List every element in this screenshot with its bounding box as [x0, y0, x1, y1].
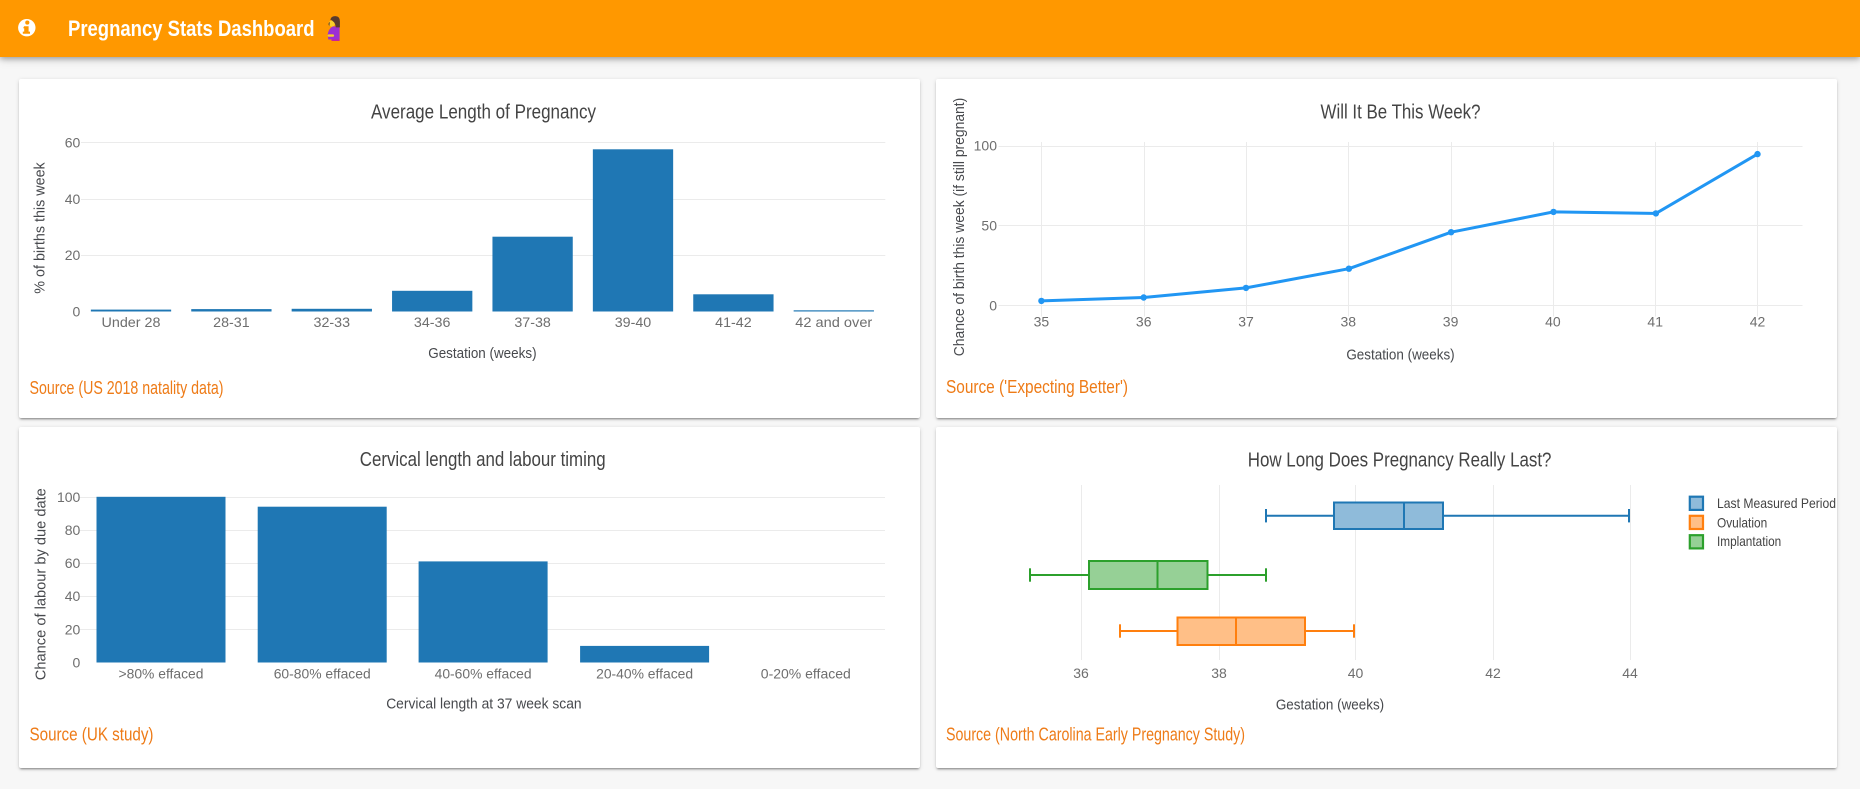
svg-text:39-40: 39-40 [615, 314, 652, 330]
svg-text:Ovulation: Ovulation [1717, 514, 1767, 530]
svg-text:40: 40 [1348, 665, 1364, 681]
svg-text:Source (North Carolina Early P: Source (North Carolina Early Pregnancy S… [946, 724, 1245, 744]
svg-text:39: 39 [1443, 314, 1459, 330]
svg-text:100: 100 [57, 489, 81, 505]
svg-text:>80% effaced: >80% effaced [119, 666, 204, 682]
svg-text:0: 0 [73, 655, 81, 671]
svg-text:60: 60 [65, 135, 81, 151]
svg-text:Source (UK study): Source (UK study) [30, 724, 154, 744]
svg-text:Implantation: Implantation [1717, 533, 1781, 549]
svg-text:80: 80 [65, 522, 81, 538]
svg-text:42: 42 [1485, 665, 1501, 681]
svg-text:Gestation (weeks): Gestation (weeks) [428, 345, 536, 362]
svg-text:0-20% effaced: 0-20% effaced [761, 666, 851, 682]
svg-text:100: 100 [974, 138, 998, 154]
svg-text:41: 41 [1647, 314, 1663, 330]
svg-text:How Long Does Pregnancy Really: How Long Does Pregnancy Really Last? [1248, 449, 1552, 472]
svg-text:Cervical length at 37 week sca: Cervical length at 37 week scan [386, 696, 581, 713]
svg-text:32-33: 32-33 [314, 314, 351, 330]
svg-text:Gestation (weeks): Gestation (weeks) [1276, 697, 1384, 714]
svg-text:42 and over: 42 and over [795, 314, 872, 330]
svg-text:Last Measured Period: Last Measured Period [1717, 495, 1836, 511]
svg-text:37: 37 [1238, 314, 1254, 330]
svg-text:42: 42 [1750, 314, 1766, 330]
svg-text:Gestation (weeks): Gestation (weeks) [1346, 347, 1454, 364]
svg-text:Chance of birth this week (if: Chance of birth this week (if still preg… [951, 98, 968, 357]
svg-text:36: 36 [1136, 314, 1152, 330]
svg-text:20: 20 [65, 621, 81, 637]
svg-text:40-60% effaced: 40-60% effaced [435, 666, 532, 682]
svg-text:50: 50 [981, 218, 997, 234]
svg-text:20-40% effaced: 20-40% effaced [596, 666, 693, 682]
svg-text:Source (US 2018 natality data): Source (US 2018 natality data) [30, 378, 224, 398]
svg-text:0: 0 [989, 298, 997, 314]
svg-text:36: 36 [1073, 665, 1089, 681]
svg-text:0: 0 [73, 304, 81, 320]
svg-text:38: 38 [1341, 314, 1357, 330]
svg-text:% of births this week: % of births this week [32, 162, 49, 294]
svg-text:35: 35 [1034, 314, 1050, 330]
svg-text:38: 38 [1211, 665, 1227, 681]
svg-text:Under 28: Under 28 [102, 314, 161, 330]
svg-text:28-31: 28-31 [213, 314, 250, 330]
svg-text:Average Length of Pregnancy: Average Length of Pregnancy [371, 101, 597, 124]
svg-text:40: 40 [65, 588, 81, 604]
svg-text:44: 44 [1622, 665, 1638, 681]
svg-text:37-38: 37-38 [514, 314, 551, 330]
svg-text:40: 40 [1545, 314, 1561, 330]
svg-text:Cervical length and labour tim: Cervical length and labour timing [360, 448, 606, 471]
svg-text:20: 20 [65, 247, 81, 263]
svg-text:34-36: 34-36 [414, 314, 451, 330]
svg-text:Source ('Expecting Better'): Source ('Expecting Better') [946, 377, 1128, 397]
svg-text:Chance of labour by due date: Chance of labour by due date [33, 488, 50, 680]
svg-text:Will It Be This Week?: Will It Be This Week? [1321, 101, 1481, 124]
svg-text:40: 40 [65, 191, 81, 207]
svg-text:60: 60 [65, 555, 81, 571]
svg-text:41-42: 41-42 [715, 314, 752, 330]
svg-text:Pregnancy Stats Dashboard: Pregnancy Stats Dashboard [68, 16, 315, 41]
svg-text:60-80% effaced: 60-80% effaced [274, 666, 371, 682]
